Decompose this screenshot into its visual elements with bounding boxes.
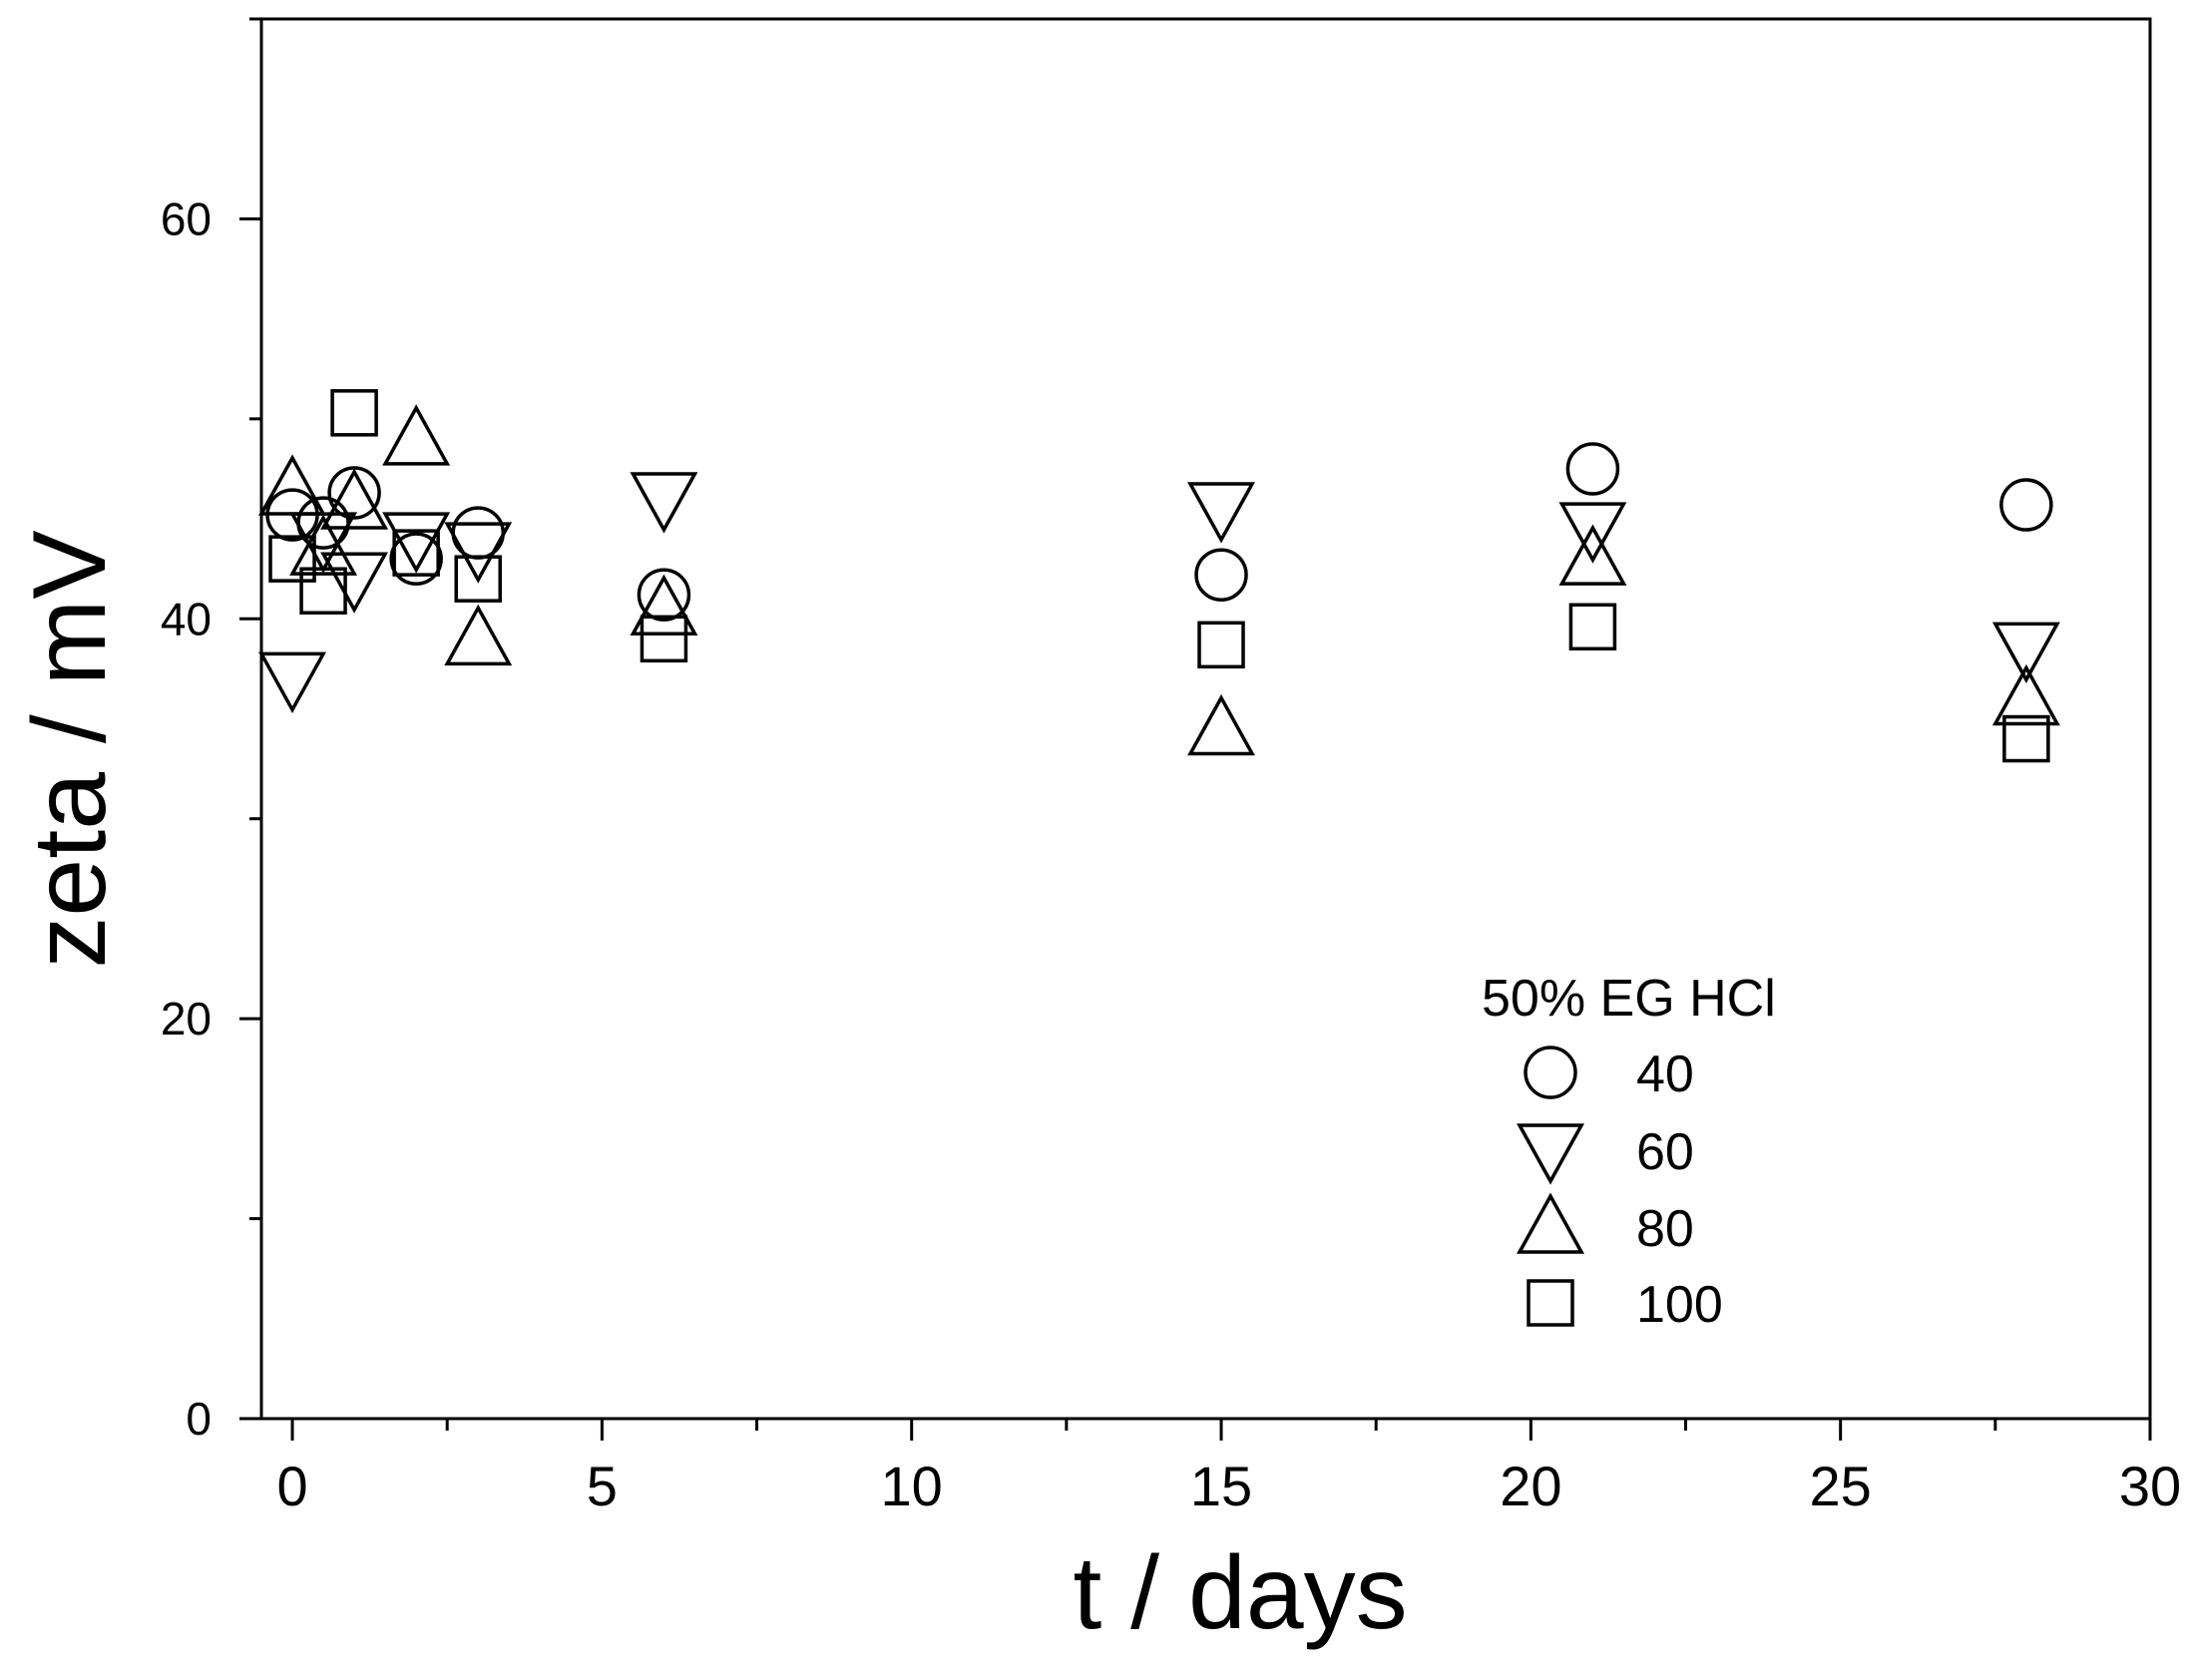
x-tick-label: 5 bbox=[587, 1455, 618, 1517]
x-tick-label: 15 bbox=[1190, 1455, 1252, 1517]
legend-entry-60: 60 bbox=[1517, 1123, 1694, 1185]
legend-marker-triangle-down bbox=[1517, 1123, 1584, 1185]
data-point-triangle-down bbox=[289, 512, 358, 574]
y-tick-label: 60 bbox=[161, 193, 212, 244]
data-point-triangle-up bbox=[258, 454, 327, 516]
data-point-triangle-down bbox=[444, 522, 513, 584]
data-point-triangle-down bbox=[1558, 502, 1627, 564]
data-point-circle bbox=[637, 568, 691, 622]
x-tick-label: 20 bbox=[1500, 1455, 1561, 1517]
data-point-circle bbox=[1565, 442, 1620, 496]
data-point-triangle-up bbox=[1187, 693, 1255, 756]
data-markers bbox=[258, 389, 2060, 763]
data-point-triangle-down bbox=[258, 651, 327, 714]
data-point-triangle-up bbox=[382, 404, 451, 466]
legend-label: 100 bbox=[1636, 1276, 1723, 1334]
data-point-circle bbox=[1999, 478, 2053, 532]
axis-tick-labels: 0 5 10 15 20 25 30 0 20 40 60 bbox=[161, 193, 2181, 1517]
data-point-triangle-up bbox=[1991, 663, 2060, 726]
legend-label: 80 bbox=[1636, 1200, 1694, 1258]
x-tick-label: 10 bbox=[881, 1455, 943, 1517]
data-point-triangle-up bbox=[630, 574, 698, 636]
series-100 bbox=[268, 389, 2050, 763]
legend-title: 50% EG HCl bbox=[1482, 970, 1776, 1028]
data-point-triangle-down bbox=[630, 472, 698, 534]
y-tick-label: 20 bbox=[161, 993, 212, 1045]
legend-marker-circle bbox=[1524, 1046, 1577, 1099]
data-point-square bbox=[640, 615, 688, 663]
data-point-circle bbox=[1194, 548, 1248, 602]
data-point-square bbox=[392, 529, 440, 577]
legend-marker-square bbox=[1527, 1279, 1574, 1327]
series-60 bbox=[258, 472, 2060, 714]
data-point-triangle-up bbox=[1558, 524, 1627, 586]
x-tick-label: 30 bbox=[2119, 1455, 2181, 1517]
series-40 bbox=[265, 442, 2053, 622]
data-point-square bbox=[299, 567, 347, 615]
legend-entry-80: 80 bbox=[1517, 1192, 1694, 1258]
data-point-square bbox=[268, 535, 316, 583]
y-tick-label: 0 bbox=[186, 1393, 212, 1445]
legend-marker-triangle-up bbox=[1517, 1192, 1584, 1254]
x-tick-label: 25 bbox=[1810, 1455, 1872, 1517]
data-point-triangle-up bbox=[444, 604, 513, 666]
data-point-circle bbox=[327, 466, 381, 520]
axis-ticks bbox=[239, 17, 2152, 1441]
data-point-triangle-down bbox=[382, 512, 451, 574]
y-tick-label: 40 bbox=[161, 593, 212, 644]
data-point-square bbox=[1568, 603, 1617, 651]
legend-label: 60 bbox=[1636, 1123, 1694, 1181]
data-point-triangle-up bbox=[320, 468, 389, 530]
legend-label: 40 bbox=[1636, 1046, 1694, 1103]
x-tick-label: 0 bbox=[276, 1455, 307, 1517]
data-point-square bbox=[330, 389, 378, 437]
data-point-square bbox=[1197, 621, 1245, 669]
data-point-triangle-up bbox=[289, 514, 358, 576]
legend-entry-100: 100 bbox=[1527, 1276, 1723, 1334]
x-axis-label: t / days bbox=[1073, 1535, 1407, 1651]
data-point-triangle-down bbox=[320, 552, 389, 614]
series-80 bbox=[258, 404, 2060, 756]
data-point-circle bbox=[389, 532, 443, 586]
legend: 50% EG HCl 40 60 80 100 bbox=[1482, 970, 1776, 1334]
y-axis-label: zeta / mV bbox=[12, 530, 128, 968]
data-point-triangle-down bbox=[1991, 622, 2060, 683]
legend-entry-40: 40 bbox=[1524, 1046, 1694, 1103]
plot-frame bbox=[259, 17, 2152, 1421]
data-point-triangle-down bbox=[1187, 482, 1255, 544]
data-point-square bbox=[454, 555, 502, 603]
data-point-square bbox=[2002, 714, 2050, 763]
